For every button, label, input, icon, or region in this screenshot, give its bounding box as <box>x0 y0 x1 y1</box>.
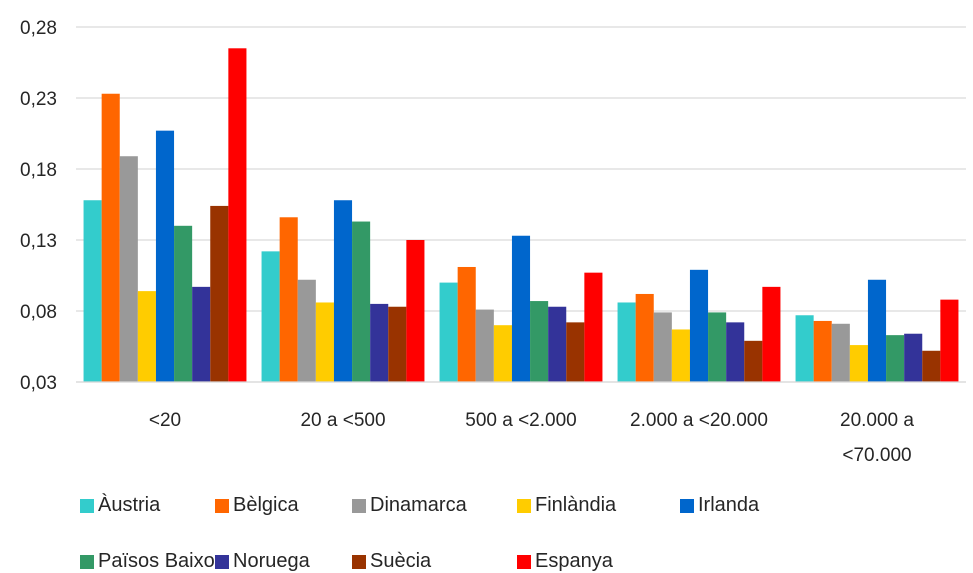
bar-noruega <box>370 303 389 382</box>
legend-label: Bèlgica <box>233 494 299 516</box>
legend-label: Suècia <box>370 550 432 572</box>
bar-pa-sos-baixos <box>174 225 193 382</box>
bar-finl-ndia <box>493 325 512 382</box>
bar-finl-ndia <box>671 329 690 382</box>
legend-swatch <box>680 498 694 513</box>
bar-noruega <box>726 322 745 382</box>
legend-swatch <box>215 554 229 569</box>
y-tick-label: 0,18 <box>20 160 57 181</box>
legend-swatch <box>517 554 531 569</box>
bar-su-cia <box>388 306 407 382</box>
legend-item: Noruega <box>215 550 310 573</box>
bars <box>83 48 959 383</box>
legend-label: Àustria <box>98 494 161 516</box>
legend-item: Dinamarca <box>352 494 467 517</box>
bar-espanya <box>406 240 425 382</box>
y-tick-label: 0,08 <box>20 302 57 323</box>
legend-label: Finlàndia <box>535 494 617 516</box>
bar-finl-ndia <box>315 302 334 382</box>
bar-noruega <box>904 333 923 382</box>
bar--ustria <box>795 315 814 382</box>
bar-irlanda <box>689 269 709 382</box>
legend-swatch <box>80 554 94 569</box>
legend-swatch <box>215 498 229 513</box>
bar-pa-sos-baixos <box>352 221 371 382</box>
bar--ustria <box>439 282 458 382</box>
bar-irlanda <box>867 279 887 382</box>
bar-b-lgica <box>813 320 832 382</box>
bar-irlanda <box>333 200 353 382</box>
x-tick-label: 2.000 a <20.000 <box>630 410 768 431</box>
bar-su-cia <box>210 205 229 382</box>
y-tick-label: 0,03 <box>20 373 57 394</box>
bar-b-lgica <box>457 266 476 382</box>
bar-dinamarca <box>831 323 850 382</box>
bar--ustria <box>617 302 636 382</box>
legend-label: Irlanda <box>698 494 760 516</box>
bar-dinamarca <box>297 279 316 382</box>
x-tick-label: 20.000 a <70.000 <box>840 410 914 466</box>
bar-dinamarca <box>475 309 494 382</box>
bar-pa-sos-baixos <box>708 312 727 382</box>
legend-swatch <box>352 554 366 569</box>
legend-swatch <box>517 498 531 513</box>
legend-label: Espanya <box>535 550 613 572</box>
y-tick-label: 0,28 <box>20 18 57 39</box>
bar-b-lgica <box>101 93 120 383</box>
legend-item: Espanya <box>517 550 613 573</box>
x-tick-label: 500 a <2.000 <box>465 410 576 431</box>
bar--ustria <box>261 251 280 382</box>
bar-dinamarca <box>119 156 138 382</box>
bar-su-cia <box>922 350 941 382</box>
bar-noruega <box>192 286 211 382</box>
bar-chart: 0,03 0,08 0,13 0,18 0,23 0,28 <20 20 a <500 500… <box>20 18 966 466</box>
legend-label: Noruega <box>233 550 310 572</box>
x-tick-label: 20 a <500 <box>300 410 385 431</box>
bar-irlanda <box>155 130 175 382</box>
bar-finl-ndia <box>137 291 156 382</box>
bar-espanya <box>584 272 603 382</box>
legend-item: Finlàndia <box>517 494 616 517</box>
bar-irlanda <box>511 235 531 382</box>
bar-espanya <box>228 48 247 383</box>
legend-item: Bèlgica <box>215 494 299 517</box>
legend-label: Països Baixos <box>98 550 225 572</box>
legend-label: Dinamarca <box>370 494 467 516</box>
bar-dinamarca <box>653 312 672 382</box>
bar-su-cia <box>566 322 585 382</box>
bar-b-lgica <box>279 217 298 382</box>
bar-espanya <box>940 299 959 382</box>
bar-pa-sos-baixos <box>886 335 905 382</box>
legend-swatch <box>352 498 366 513</box>
legend-item: Suècia <box>352 550 431 573</box>
bar-su-cia <box>744 340 763 382</box>
bar-noruega <box>548 306 567 382</box>
x-tick-label: <20 <box>149 410 181 431</box>
legend-swatch <box>80 498 94 513</box>
bar-b-lgica <box>635 293 654 382</box>
bar-pa-sos-baixos <box>530 301 549 382</box>
x-axis: <20 20 a <500 500 a <2.000 2.000 a <20.000 2… <box>76 381 966 466</box>
y-axis: 0,03 0,08 0,13 0,18 0,23 0,28 <box>20 18 57 394</box>
bar-finl-ndia <box>849 345 868 382</box>
bar-espanya <box>762 286 781 382</box>
legend-item: Irlanda <box>680 494 759 517</box>
legend-item: Àustria <box>80 494 160 517</box>
bar--ustria <box>83 200 102 382</box>
y-tick-label: 0,23 <box>20 89 57 110</box>
legend-item: Països Baixos <box>80 550 225 573</box>
y-tick-label: 0,13 <box>20 231 57 252</box>
